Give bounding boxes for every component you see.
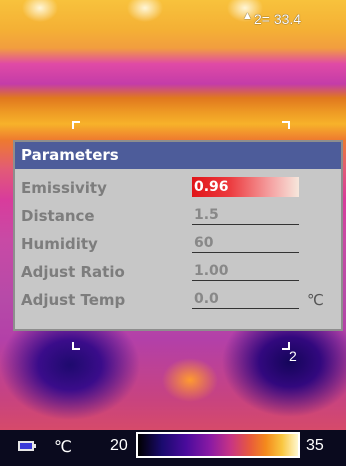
adjust-ratio-value: 1.00 [194, 263, 229, 279]
distance-value: 1.5 [194, 207, 219, 223]
adjust-temp-field[interactable]: 0.0 [192, 289, 299, 309]
scale-min-value: 20 [110, 437, 128, 454]
hot-spots [0, 0, 346, 40]
spot-readout: ▲ 2= 33.4 [242, 10, 302, 27]
color-scale-bar [136, 432, 300, 458]
row-emissivity[interactable]: Emissivity 0.96 [21, 176, 339, 200]
row-distance[interactable]: Distance 1.5 [21, 204, 339, 228]
triangle-marker-icon: ▲ [242, 10, 253, 22]
temperature-unit: ℃ [54, 437, 72, 456]
adjust-temp-value: 0.0 [194, 291, 219, 307]
row-adjust-ratio[interactable]: Adjust Ratio 1.00 [21, 260, 339, 284]
roi-corner-bottom-right [282, 342, 290, 350]
scale-max-value: 35 [306, 437, 324, 454]
adjust-temp-label: Adjust Temp [21, 291, 126, 309]
humidity-value: 60 [194, 235, 214, 251]
spot-2-label: 2 [289, 348, 297, 364]
distance-field[interactable]: 1.5 [192, 205, 299, 225]
row-adjust-temp[interactable]: Adjust Temp 0.0 ℃ [21, 288, 339, 312]
battery-icon [18, 441, 36, 451]
roi-corner-bottom-left [72, 342, 80, 350]
parameters-dialog: Parameters Emissivity 0.96 Distance 1.5 … [13, 140, 343, 331]
humidity-label: Humidity [21, 235, 98, 253]
distance-label: Distance [21, 207, 95, 225]
emissivity-value: 0.96 [194, 179, 229, 195]
adjust-ratio-label: Adjust Ratio [21, 263, 125, 281]
humidity-field[interactable]: 60 [192, 233, 299, 253]
dialog-title: Parameters [15, 142, 341, 169]
emissivity-field[interactable]: 0.96 [192, 177, 299, 197]
adjust-ratio-field[interactable]: 1.00 [192, 261, 299, 281]
emissivity-label: Emissivity [21, 179, 107, 197]
spot-readout-value: 2= 33.4 [254, 11, 302, 27]
row-humidity[interactable]: Humidity 60 [21, 232, 339, 256]
roi-corner-top-right [282, 121, 290, 129]
adjust-temp-unit: ℃ [307, 291, 324, 309]
roi-corner-top-left [72, 121, 80, 129]
